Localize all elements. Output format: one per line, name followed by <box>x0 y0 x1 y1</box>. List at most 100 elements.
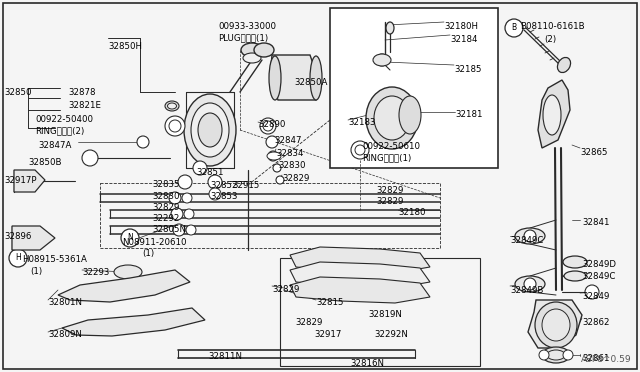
Circle shape <box>9 249 27 267</box>
Text: 32853: 32853 <box>210 192 237 201</box>
Circle shape <box>186 225 196 235</box>
Text: 32861: 32861 <box>582 354 609 363</box>
Text: 32819N: 32819N <box>368 310 402 319</box>
Ellipse shape <box>543 95 561 135</box>
Circle shape <box>505 19 523 37</box>
Text: 32878: 32878 <box>68 88 95 97</box>
Text: 32847: 32847 <box>274 136 301 145</box>
Text: (1): (1) <box>142 249 154 258</box>
Circle shape <box>169 192 181 204</box>
Bar <box>280 258 480 366</box>
Ellipse shape <box>386 22 394 34</box>
Text: 32292N: 32292N <box>374 330 408 339</box>
Ellipse shape <box>366 87 418 149</box>
Ellipse shape <box>515 276 545 292</box>
Circle shape <box>121 229 139 247</box>
Text: 32862: 32862 <box>582 318 609 327</box>
Text: 32184: 32184 <box>450 35 477 44</box>
Circle shape <box>209 188 221 200</box>
Text: 32181: 32181 <box>455 110 483 119</box>
Text: 32849: 32849 <box>582 292 609 301</box>
Text: RINGリング(1): RINGリング(1) <box>362 153 412 162</box>
Circle shape <box>539 350 549 360</box>
Ellipse shape <box>114 265 142 279</box>
Text: 32849D: 32849D <box>582 260 616 269</box>
Text: RINGリング(2): RINGリング(2) <box>35 126 84 135</box>
Ellipse shape <box>515 228 545 244</box>
Bar <box>100 183 440 248</box>
Circle shape <box>524 230 536 242</box>
Text: H08915-5361A: H08915-5361A <box>22 255 87 264</box>
Ellipse shape <box>269 56 281 100</box>
Text: 32850: 32850 <box>4 88 31 97</box>
Circle shape <box>273 164 281 172</box>
Circle shape <box>268 151 278 161</box>
Text: 32809N: 32809N <box>48 330 82 339</box>
Text: B08110-6161B: B08110-6161B <box>520 22 584 31</box>
Ellipse shape <box>542 309 570 341</box>
Text: 32915: 32915 <box>232 181 259 190</box>
Text: 32850A: 32850A <box>294 78 328 87</box>
Text: 00922-50400: 00922-50400 <box>35 115 93 124</box>
Circle shape <box>137 136 149 148</box>
Ellipse shape <box>254 43 274 57</box>
Text: 32811N: 32811N <box>208 352 242 361</box>
Text: 32830: 32830 <box>152 192 179 201</box>
Text: 32851: 32851 <box>196 168 223 177</box>
Text: 32180: 32180 <box>398 208 426 217</box>
Circle shape <box>263 121 273 131</box>
Polygon shape <box>290 262 430 288</box>
Text: 32185: 32185 <box>454 65 481 74</box>
Text: 32805N: 32805N <box>152 225 186 234</box>
Circle shape <box>165 116 185 136</box>
Text: 32829: 32829 <box>282 174 309 183</box>
Circle shape <box>355 145 365 155</box>
Text: 32183: 32183 <box>348 118 376 127</box>
Ellipse shape <box>168 103 177 109</box>
Text: 00933-33000: 00933-33000 <box>218 22 276 31</box>
Text: 32829: 32829 <box>272 285 300 294</box>
Ellipse shape <box>191 103 229 157</box>
Text: 32801N: 32801N <box>48 298 82 307</box>
Text: 32292: 32292 <box>152 214 179 223</box>
Ellipse shape <box>198 113 222 147</box>
Ellipse shape <box>557 57 570 73</box>
Polygon shape <box>290 247 430 273</box>
Ellipse shape <box>542 347 570 363</box>
Circle shape <box>266 136 278 148</box>
Circle shape <box>585 285 599 299</box>
Circle shape <box>184 209 194 219</box>
Text: N: N <box>127 234 133 243</box>
Text: (2): (2) <box>544 35 556 44</box>
Circle shape <box>351 141 369 159</box>
Text: A3P8^0.59: A3P8^0.59 <box>581 355 632 364</box>
Text: 32849C: 32849C <box>510 236 543 245</box>
Text: 32293: 32293 <box>82 268 109 277</box>
Text: 32834: 32834 <box>276 149 303 158</box>
Polygon shape <box>58 270 190 302</box>
Text: 32849C: 32849C <box>582 272 616 281</box>
Ellipse shape <box>267 152 281 160</box>
Ellipse shape <box>564 271 586 281</box>
Circle shape <box>182 193 192 203</box>
Text: 32829: 32829 <box>295 318 323 327</box>
Polygon shape <box>270 55 318 100</box>
Circle shape <box>178 175 192 189</box>
Polygon shape <box>14 170 45 192</box>
Text: 32849B: 32849B <box>510 286 543 295</box>
Text: 32847A: 32847A <box>38 141 72 150</box>
Ellipse shape <box>399 96 421 134</box>
Text: 32852: 32852 <box>210 181 237 190</box>
Circle shape <box>208 175 222 189</box>
Text: 32829: 32829 <box>152 203 179 212</box>
Text: 32841: 32841 <box>582 218 609 227</box>
Circle shape <box>276 176 284 184</box>
Ellipse shape <box>165 101 179 111</box>
Text: 32890: 32890 <box>258 120 285 129</box>
Text: 32896: 32896 <box>4 232 31 241</box>
Text: B: B <box>511 23 516 32</box>
Text: N08911-20610: N08911-20610 <box>122 238 186 247</box>
Circle shape <box>193 161 207 175</box>
Text: 00922-50610: 00922-50610 <box>362 142 420 151</box>
Ellipse shape <box>241 43 263 57</box>
